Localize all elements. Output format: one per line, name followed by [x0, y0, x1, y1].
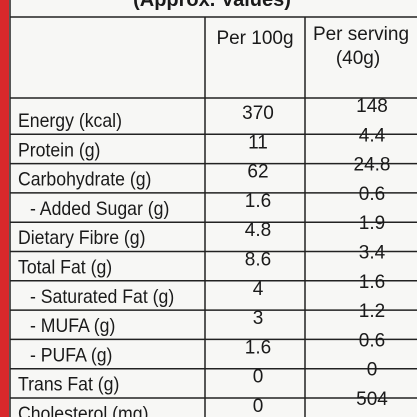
per-100g-value: 3: [253, 308, 264, 329]
per-100g-value: 62: [247, 162, 268, 183]
nutrient-name: Total Fat (g): [18, 256, 112, 278]
per-serving-value: 1.9: [359, 213, 385, 234]
nutrient-name: Cholesterol (mg): [18, 402, 148, 417]
per-100g-value: 0: [253, 367, 264, 388]
per-serving-value: 0: [367, 360, 378, 381]
nutrient-name: Carbohydrate (g): [18, 168, 151, 190]
per-serving-value: 148: [356, 96, 388, 117]
nutrient-name: Dietary Fibre (g): [18, 227, 146, 249]
column-header-line: Per serving: [313, 24, 409, 45]
per-serving-value: 504: [356, 389, 388, 410]
nutrient-name: Energy (kcal): [18, 109, 122, 131]
nutrient-name: Trans Fat (g): [18, 373, 119, 395]
nutrient-name: Protein (g): [18, 139, 100, 161]
per-100g-value: 11: [248, 132, 268, 153]
red-edge: [0, 0, 9, 417]
nutrient-name: - Saturated Fat (g): [30, 285, 174, 307]
per-serving-value: 0.6: [359, 184, 385, 205]
per-serving-value: 4.4: [359, 125, 386, 146]
per-100g-value: 4.8: [245, 220, 271, 241]
column-header-line: (40g): [336, 48, 380, 69]
table-title: (Approx. Values): [133, 0, 291, 11]
table-body: Energy (kcal) 370 148 Protein (g) 11 4.4 Carbo…: [10, 96, 417, 417]
per-serving-value: 1.6: [359, 272, 385, 293]
nutrient-name: - Added Sugar (g): [30, 197, 169, 219]
per-100g-value: 8.6: [245, 250, 271, 271]
nutrient-name: - MUFA (g): [30, 314, 115, 336]
per-serving-value: 1.2: [359, 301, 385, 322]
per-100g-value: 370: [242, 103, 274, 124]
per-serving-value: 0.6: [359, 330, 385, 351]
column-header: Per serving (40g): [313, 24, 409, 69]
per-serving-value: 24.8: [354, 155, 391, 176]
per-100g-value: 1.6: [245, 191, 271, 212]
nutrient-name: - PUFA (g): [30, 344, 112, 366]
per-100g-value: 0: [253, 396, 264, 417]
column-header: Per 100g: [216, 28, 293, 49]
per-serving-value: 3.4: [359, 243, 386, 264]
per-100g-value: 4: [253, 279, 264, 300]
per-100g-value: 1.6: [245, 337, 271, 358]
column-headers: Per 100g Per serving (40g): [216, 24, 409, 69]
